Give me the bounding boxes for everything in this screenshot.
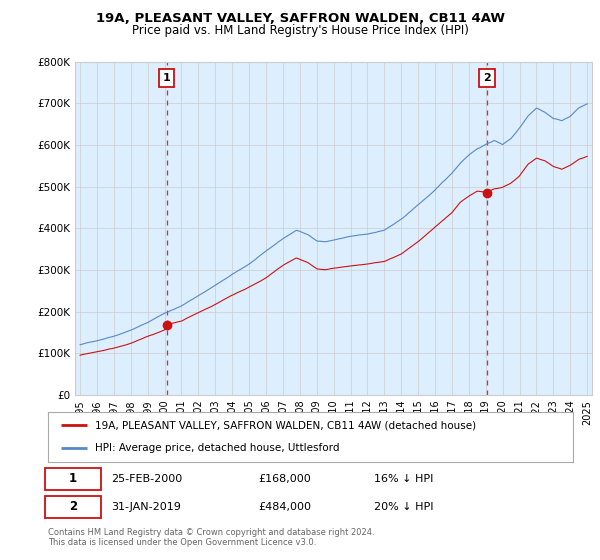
Text: 16% ↓ HPI: 16% ↓ HPI xyxy=(373,474,433,484)
Text: 1: 1 xyxy=(69,472,77,486)
Text: 19A, PLEASANT VALLEY, SAFFRON WALDEN, CB11 4AW (detached house): 19A, PLEASANT VALLEY, SAFFRON WALDEN, CB… xyxy=(95,420,476,430)
Text: HPI: Average price, detached house, Uttlesford: HPI: Average price, detached house, Uttl… xyxy=(95,444,340,454)
Text: Contains HM Land Registry data © Crown copyright and database right 2024.
This d: Contains HM Land Registry data © Crown c… xyxy=(48,528,374,547)
Text: 25-FEB-2000: 25-FEB-2000 xyxy=(111,474,182,484)
FancyBboxPatch shape xyxy=(46,496,101,518)
Text: 31-JAN-2019: 31-JAN-2019 xyxy=(111,502,181,512)
Text: 2: 2 xyxy=(483,73,491,83)
FancyBboxPatch shape xyxy=(46,468,101,490)
Text: 1: 1 xyxy=(163,73,170,83)
Text: £484,000: £484,000 xyxy=(258,502,311,512)
Text: 2: 2 xyxy=(69,500,77,514)
Text: £168,000: £168,000 xyxy=(258,474,311,484)
Text: Price paid vs. HM Land Registry's House Price Index (HPI): Price paid vs. HM Land Registry's House … xyxy=(131,24,469,36)
Text: 20% ↓ HPI: 20% ↓ HPI xyxy=(373,502,433,512)
Text: 19A, PLEASANT VALLEY, SAFFRON WALDEN, CB11 4AW: 19A, PLEASANT VALLEY, SAFFRON WALDEN, CB… xyxy=(95,12,505,25)
